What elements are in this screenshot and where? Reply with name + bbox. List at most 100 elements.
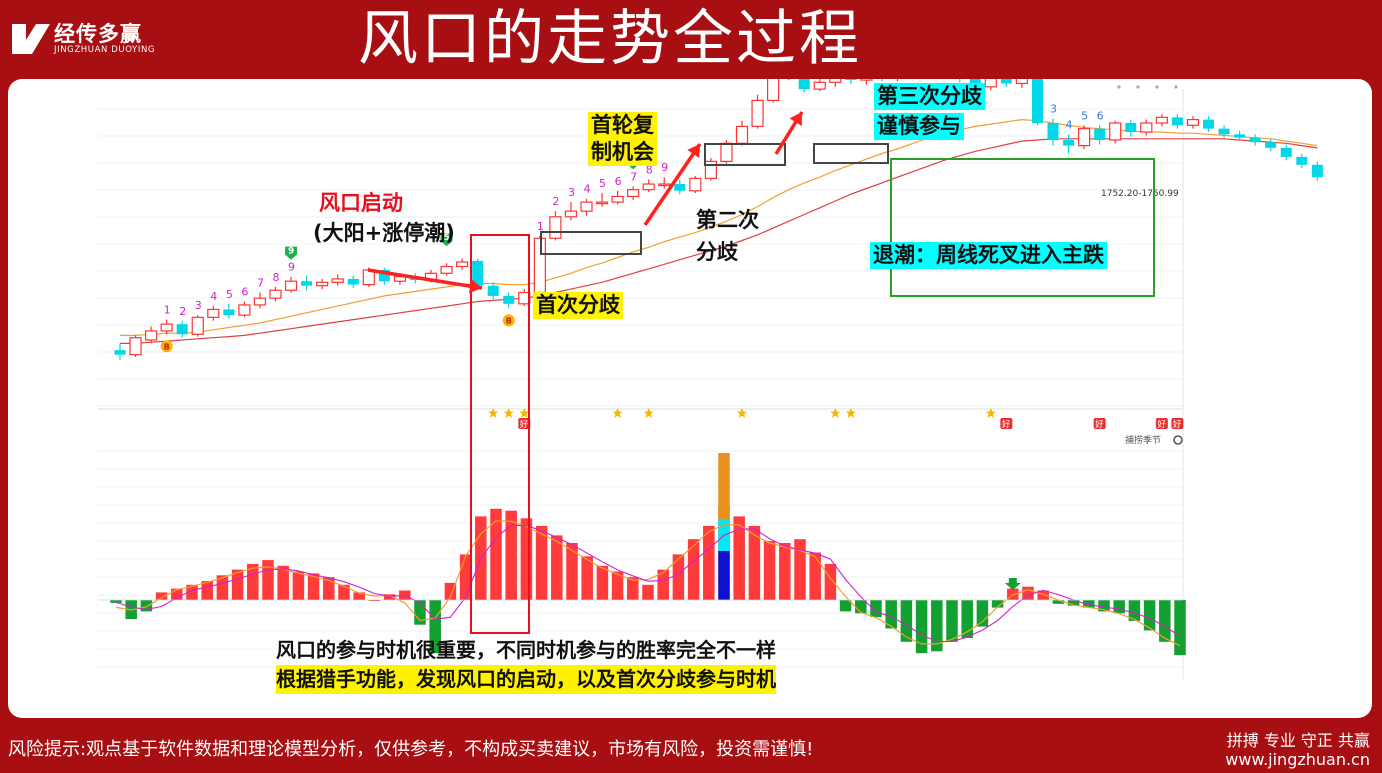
sequence-number: 2 [179,305,186,318]
histogram-bar [520,518,533,600]
sequence-number: 5 [1081,109,1088,122]
histogram-bar [186,584,198,600]
candle-body [176,324,188,335]
candle-body [472,260,484,286]
candle-body [1218,128,1230,135]
histogram-bar [870,600,882,618]
histogram-bar [444,582,457,600]
sequence-number: 3 [1050,102,1057,115]
histogram-bar [171,588,183,600]
candle-body [751,99,764,127]
histogram-bar [566,543,578,600]
indicator-line [115,524,1181,643]
third-divergence-label-1: 第三次分歧 [874,83,985,110]
histogram-bar [551,535,563,600]
sequence-number: 9 [288,261,295,274]
toolbar-dot [1174,85,1178,89]
sequence-number: 7 [257,277,264,290]
candle-body [720,142,733,163]
chart-panel: 123456789123456789123456959BB1669.4←-167… [8,79,1372,718]
candle-body [223,309,235,316]
brand-logo: 经传多赢 JINGZHUAN DUOYING [12,18,172,60]
histogram-bar [277,565,289,600]
brand-name-en: JINGZHUAN DUOYING [54,45,156,55]
note-line-2: 根据猎手功能，发现风口的启动，以及首次分歧参与时机 [276,665,776,694]
histogram-bar [961,600,973,638]
brand-name-cn: 经传多赢 [54,22,142,46]
candle-body [207,308,220,318]
candle-body [331,278,344,283]
candle-body [301,281,313,286]
divergence-box-2 [704,143,786,166]
candle-body [1000,79,1012,84]
candle-body [1265,142,1277,148]
histogram-bar [1159,600,1171,642]
candle-body [1296,156,1308,165]
histogram-bar [900,600,913,642]
histogram-bar [505,510,517,600]
candle-body [860,79,873,81]
histogram-bar [915,600,928,654]
website: www.jingzhuan.cn [1225,750,1370,769]
launch-sub-label: (大阳+涨停潮) [313,221,455,245]
candle-body [845,79,857,81]
good-badge-label: 好 [1173,419,1182,430]
histogram-bar [429,600,441,654]
candle-body [1249,137,1261,143]
signal-tag-label: 9 [288,247,294,257]
toolbar-dot [1136,85,1140,89]
toolbar-dot [1155,85,1159,89]
candle-body [1311,164,1323,178]
candle-body [347,278,359,285]
candle-body [798,79,810,90]
star-icon [612,408,623,418]
b-badge-icon [160,340,173,353]
ebb-box [890,158,1155,297]
histogram-bar [307,573,320,600]
candle-body [1047,123,1059,140]
star-icon [488,408,499,418]
good-badge-label: 好 [520,419,529,430]
star-icon [830,408,841,418]
candle-body [238,304,251,316]
candle-body [114,350,126,355]
histogram-bar [292,571,305,600]
candle-body [487,285,499,296]
candle-body [253,297,267,306]
sequence-number: 3 [568,186,575,199]
histogram-bar [946,600,958,642]
signal-tag-icon [440,233,453,247]
first-replicate-label-2: 制机会 [588,139,657,166]
good-badge-icon [1093,418,1106,429]
histogram-bar [611,571,624,600]
indicator-line [115,520,1181,647]
good-badge-label: 好 [1157,419,1166,430]
histogram-bar [535,525,548,600]
candle-body [611,195,624,203]
histogram-bar [733,516,745,600]
candle-body [984,79,997,88]
candle-body [145,330,158,341]
second-divergence-label-2: 分歧 [696,240,738,264]
candle-body [1109,122,1122,141]
sequence-number: 8 [646,164,653,177]
b-badge-label: B [506,316,512,325]
candle-body [595,201,609,205]
candle-body [813,81,826,90]
star-icon [503,408,514,418]
star-icon [985,408,996,418]
candle-body [284,280,298,291]
trend-arrow-line [367,268,483,290]
first-replicate-label-1: 首轮复 [588,112,657,139]
histogram-bar [216,575,229,600]
candle-body [1015,79,1029,85]
candle-body [269,289,282,299]
histogram-bar [763,541,776,600]
settings-gear-icon [1173,435,1183,445]
sequence-number: 5 [599,177,606,190]
candle-body [440,265,453,274]
signal-tag-label: 5 [444,233,450,243]
histogram-bar [110,600,122,603]
histogram-bar [353,592,365,600]
signal-tag-icon [285,246,298,260]
